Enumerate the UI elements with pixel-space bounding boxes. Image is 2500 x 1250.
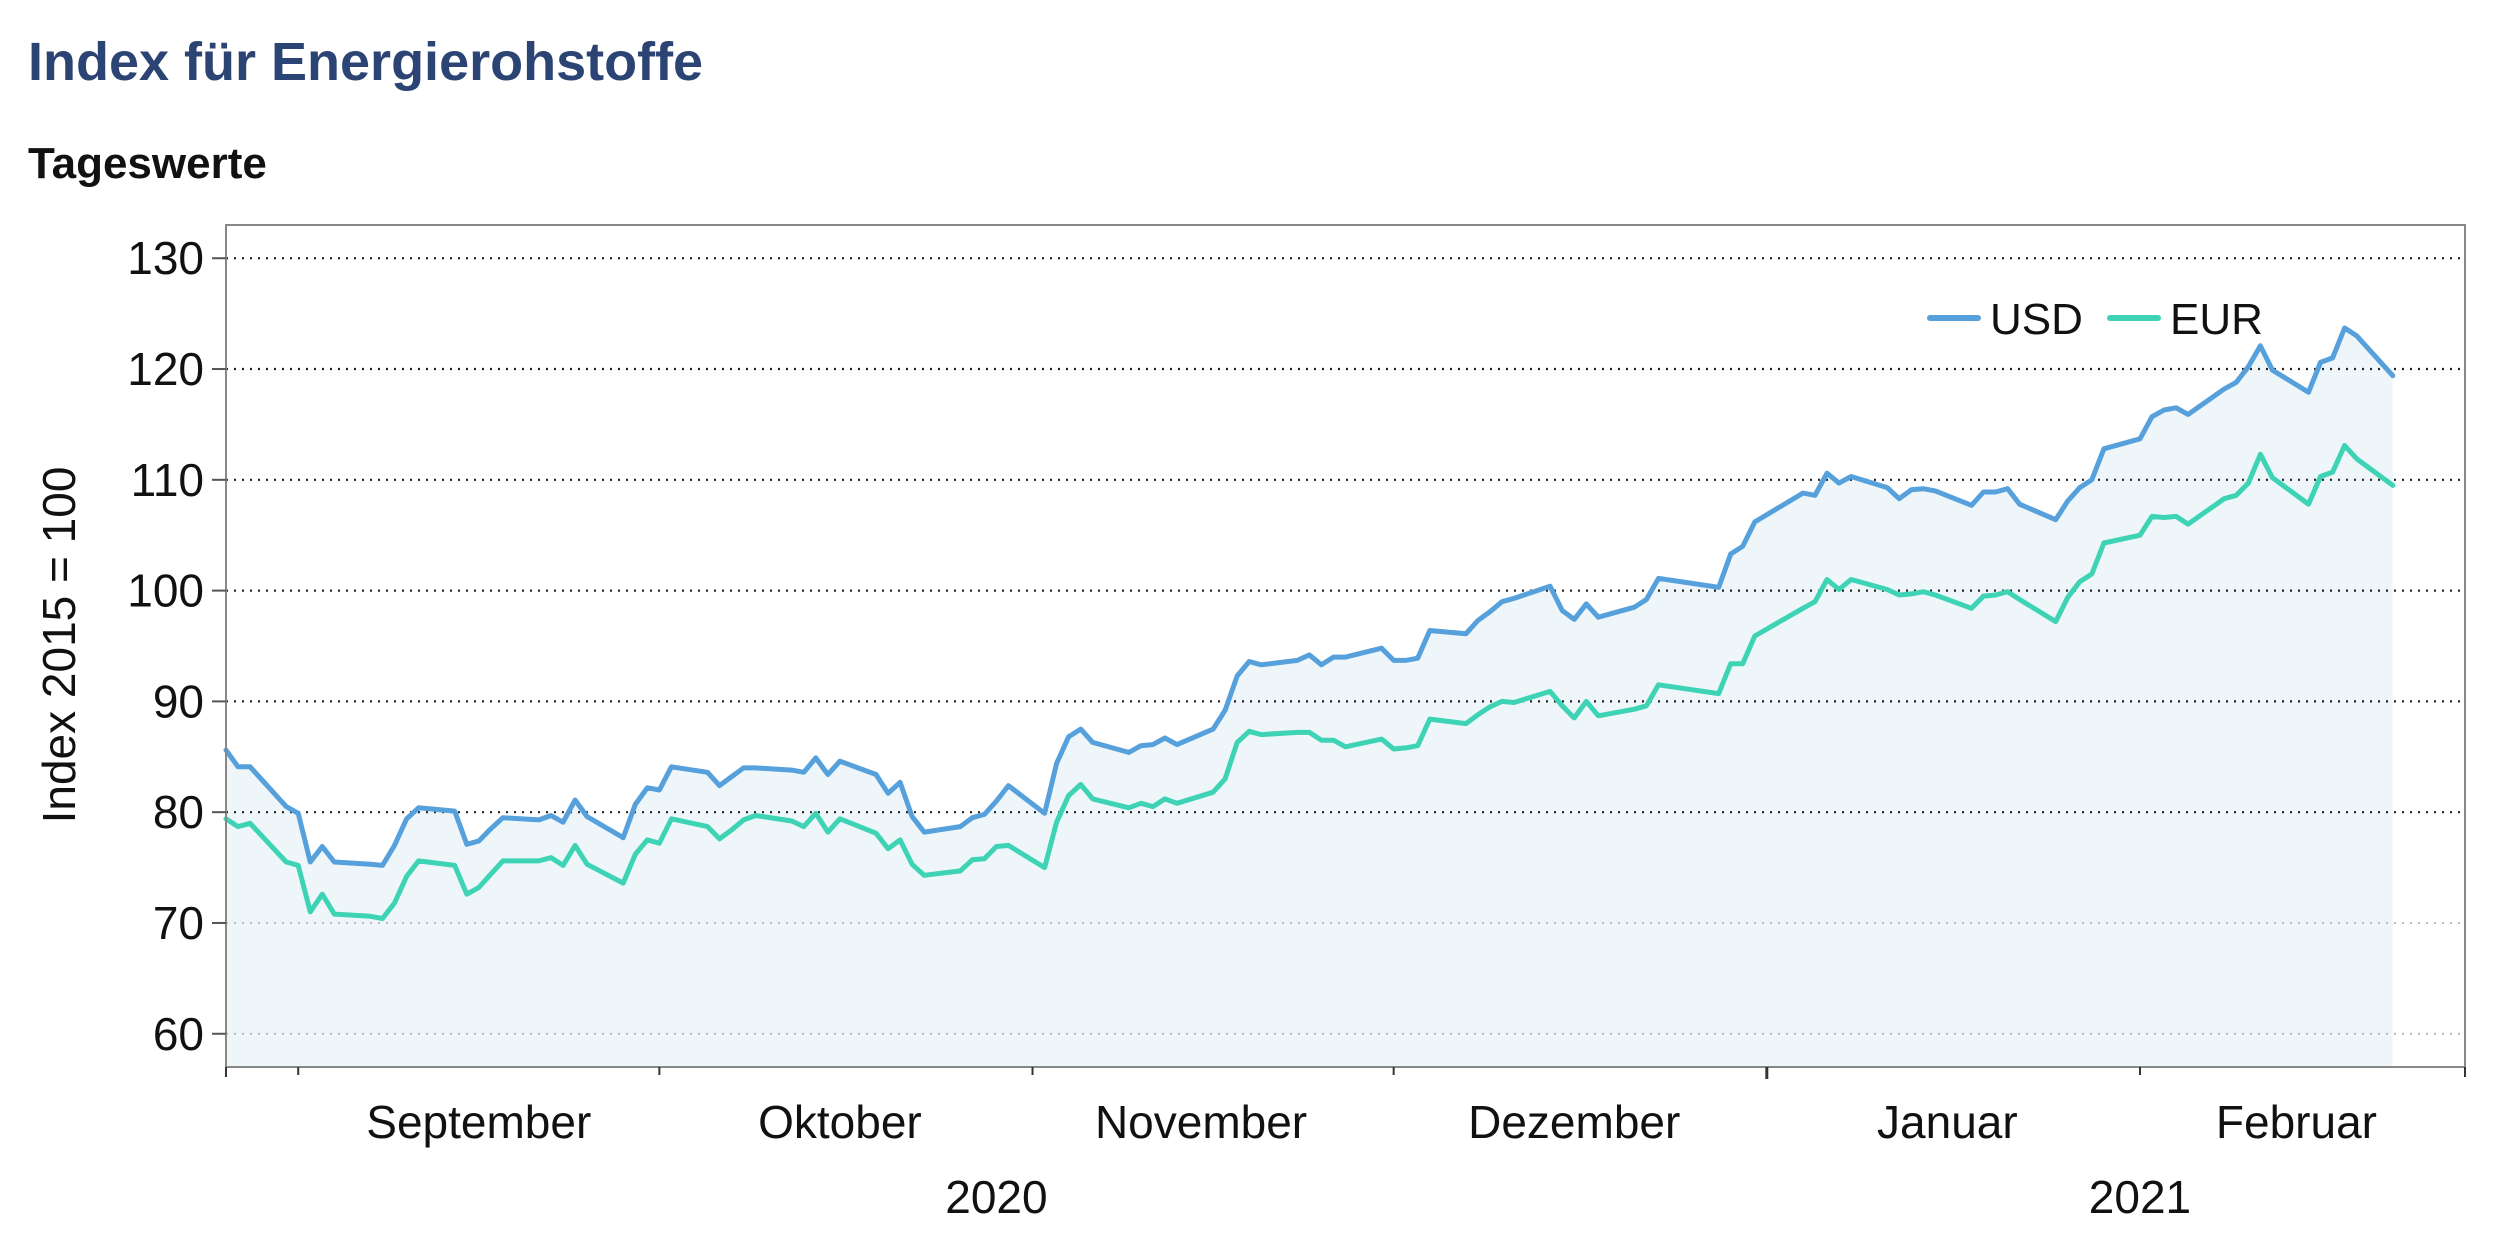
series-line-usd — [223, 325, 2396, 868]
y-tick-label-130: 130 — [127, 232, 204, 284]
x-month-label-oktober: Oktober — [758, 1096, 922, 1148]
chart-title: Index für Energierohstoffe — [28, 32, 703, 92]
y-tick-label-100: 100 — [127, 565, 204, 617]
x-month-label-dezember: Dezember — [1468, 1096, 1680, 1148]
plot-frame — [225, 224, 2466, 1068]
legend: USD EUR — [1927, 295, 2263, 344]
x-month-label-november: November — [1095, 1096, 1307, 1148]
x-axis: September Oktober November Dezember Januar Fe… — [225, 1067, 2466, 1223]
plot-border — [225, 224, 2466, 1068]
x-year-label-2021: 2021 — [2089, 1171, 2191, 1223]
series-line-eur — [223, 443, 2396, 921]
x-year-label-2020: 2020 — [945, 1171, 1047, 1223]
y-tick-label-70: 70 — [153, 897, 204, 949]
area-fill-group — [226, 328, 2393, 1067]
legend-label-eur: EUR — [2170, 295, 2263, 344]
y-tick-label-80: 80 — [153, 786, 204, 838]
x-month-label-september: September — [366, 1096, 591, 1148]
y-axis-title: Index 2015 = 100 — [33, 467, 85, 824]
y-tick-label-60: 60 — [153, 1008, 204, 1060]
legend-label-usd: USD — [1990, 295, 2083, 344]
y-tick-label-120: 120 — [127, 343, 204, 395]
y-tick-label-110: 110 — [131, 454, 204, 506]
y-axis: 60 70 80 90 100 110 120 130 — [127, 232, 226, 1060]
chart-subtitle: Tageswerte — [28, 139, 267, 188]
x-month-label-januar: Januar — [1877, 1096, 2018, 1148]
series-lines — [223, 325, 2396, 921]
y-tick-label-90: 90 — [153, 675, 204, 727]
usd-area-fill — [226, 328, 2393, 1067]
x-month-label-februar: Februar — [2216, 1096, 2377, 1148]
